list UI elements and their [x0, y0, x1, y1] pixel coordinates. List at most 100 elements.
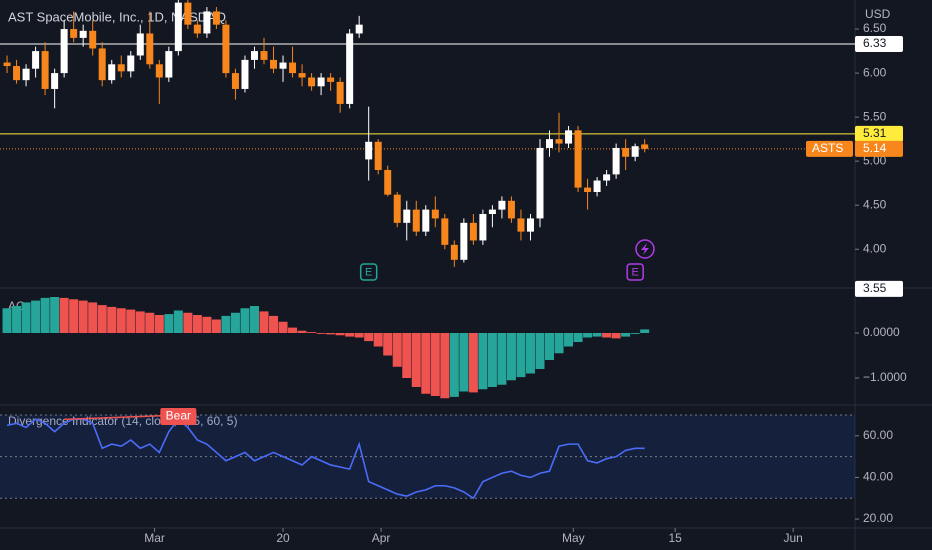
ao-bar: [440, 333, 450, 399]
ao-bar: [50, 297, 60, 333]
candle-body: [584, 187, 592, 192]
candle-body: [422, 209, 430, 232]
candle-body: [60, 29, 68, 74]
x-tick-label: Jun: [783, 531, 802, 545]
ao-bar: [135, 311, 145, 333]
candle-body: [13, 66, 21, 81]
candle-body: [641, 144, 649, 149]
candle-body: [469, 222, 477, 241]
ao-bar: [2, 308, 12, 333]
candle-body: [488, 209, 496, 215]
ao-bar: [154, 315, 164, 333]
candle-body: [507, 200, 515, 219]
ao-bar: [307, 332, 317, 333]
candle-body: [526, 218, 534, 232]
ao-bar: [640, 329, 650, 333]
candle-body: [460, 222, 468, 260]
candle-body: [184, 2, 192, 25]
candle-body: [279, 62, 287, 69]
ao-bar: [373, 333, 383, 347]
event-label: E: [365, 266, 372, 278]
ao-bar: [497, 333, 507, 385]
ao-bar: [173, 310, 183, 333]
x-tick-label: Mar: [144, 531, 165, 545]
candle-body: [231, 73, 239, 89]
candle-body: [450, 244, 458, 260]
candle-body: [546, 139, 554, 148]
candle-body: [289, 62, 297, 74]
price-label-box: [855, 125, 903, 142]
candle-body: [108, 64, 116, 81]
candle-body: [393, 194, 401, 223]
ao-bar: [516, 333, 526, 378]
ao-bar: [573, 333, 583, 342]
price-label: 3.55: [863, 281, 887, 295]
candle-body: [117, 64, 125, 72]
ao-bar: [21, 302, 31, 333]
candle-body: [308, 77, 316, 87]
currency: USD: [865, 7, 891, 21]
price-label: 6.33: [863, 36, 887, 50]
y-tick-label: 60.00: [863, 428, 893, 442]
candle-body: [622, 147, 630, 157]
candle-body: [127, 55, 135, 72]
candle-body: [222, 24, 230, 74]
candle-body: [270, 59, 278, 69]
candle-body: [136, 33, 144, 56]
ao-bar: [316, 333, 326, 334]
candle-body: [212, 11, 220, 25]
candle-body: [41, 51, 49, 89]
ao-bar: [335, 333, 345, 336]
candle-body: [241, 59, 249, 89]
candle-body: [631, 146, 639, 157]
ao-bar: [611, 333, 621, 339]
candle-body: [612, 147, 620, 175]
ao-bar: [211, 319, 221, 333]
ao-bar: [221, 315, 231, 333]
ao-bar: [249, 306, 259, 333]
x-tick-label: 15: [668, 531, 682, 545]
ao-bar: [383, 333, 393, 356]
ao-bar: [116, 308, 126, 333]
ao-bar: [392, 333, 402, 367]
ao-bar: [192, 315, 202, 333]
ao-bar: [345, 333, 355, 337]
candle-body: [89, 30, 97, 49]
candle-body: [79, 30, 87, 38]
x-tick-label: Apr: [372, 531, 391, 545]
y-tick-label: 20.00: [863, 511, 893, 525]
candle-body: [374, 141, 382, 170]
ao-bar: [240, 308, 250, 333]
ao-bar: [59, 297, 69, 333]
y-tick-label: 6.50: [863, 21, 887, 35]
y-tick-label: −1.0000: [863, 370, 907, 384]
ao-bar: [621, 333, 631, 337]
ao-bar: [126, 309, 136, 333]
ao-bar: [259, 311, 269, 333]
candle-body: [603, 174, 611, 181]
candle-body: [536, 147, 544, 219]
candle-body: [431, 209, 439, 219]
ao-bar: [288, 327, 298, 333]
candle-body: [260, 51, 268, 60]
ao-bar: [40, 297, 50, 333]
lightning-icon: [635, 239, 655, 259]
ao-bar: [487, 333, 497, 387]
ao-bar: [145, 312, 155, 333]
y-tick-label: 4.00: [863, 241, 887, 255]
ao-bar: [535, 333, 545, 369]
price-label: 5.14: [863, 141, 887, 155]
candle-body: [479, 214, 487, 241]
ao-bar: [12, 306, 22, 333]
ao-bar: [269, 315, 279, 333]
ao-bar: [183, 312, 193, 333]
ao-bar: [554, 333, 564, 354]
y-tick-label: 4.50: [863, 197, 887, 211]
divergence-label: Bear: [166, 409, 191, 423]
ao-bar: [411, 333, 421, 387]
candle-body: [403, 209, 411, 223]
ao-bar: [449, 333, 459, 397]
candle-body: [22, 68, 30, 81]
ao-bar: [97, 305, 107, 333]
candle-body: [565, 130, 573, 144]
